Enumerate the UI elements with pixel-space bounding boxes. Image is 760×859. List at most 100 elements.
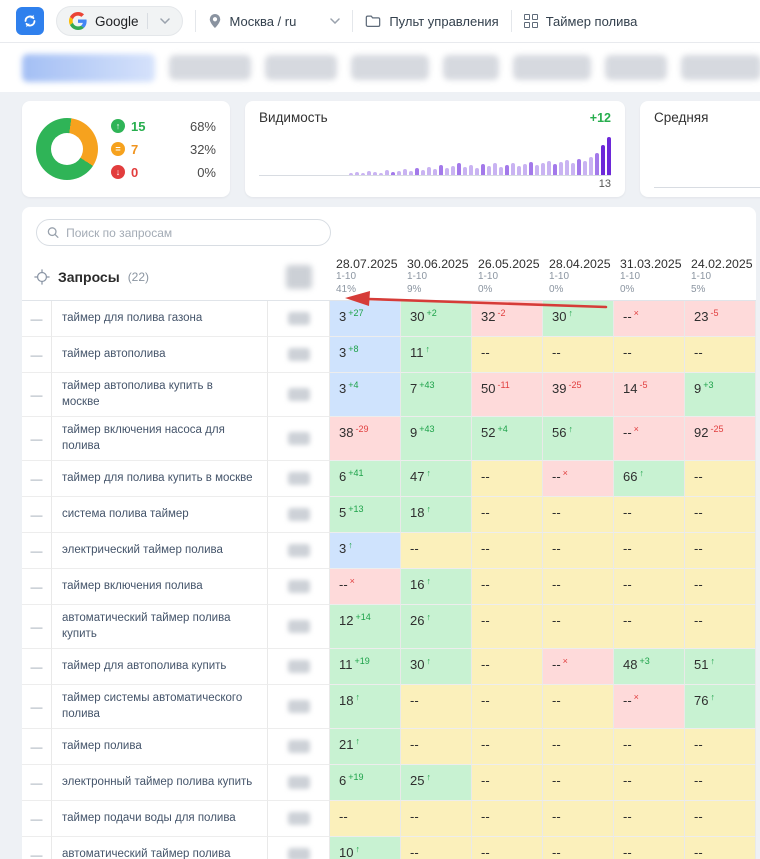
rank-cell[interactable]: 10 ↑ — [330, 837, 401, 859]
date-column-header[interactable]: 30.06.2025 1-10 9% — [401, 253, 472, 301]
query-cell[interactable]: таймер для полива газона — [52, 301, 268, 337]
rank-cell[interactable]: -- — [543, 765, 614, 802]
rank-cell[interactable]: -- — [472, 801, 543, 838]
row-drag-handle[interactable]: — — [22, 837, 52, 859]
rank-cell[interactable]: 14 -5 — [614, 373, 685, 418]
rank-cell[interactable]: 11 ↑ — [401, 337, 472, 373]
rank-cell[interactable]: -- — [472, 765, 543, 802]
rank-cell[interactable]: 3 +4 — [330, 373, 401, 418]
rank-cell[interactable]: -- — [614, 497, 685, 534]
rank-cell[interactable]: 32 -2 — [472, 301, 543, 337]
row-drag-handle[interactable]: — — [22, 373, 52, 418]
rank-cell[interactable]: -- — [614, 533, 685, 570]
rank-cell[interactable]: -- — [543, 801, 614, 838]
rank-cell[interactable]: 30 ↑ — [543, 301, 614, 337]
rank-cell[interactable]: 50 -11 — [472, 373, 543, 418]
project-selector[interactable]: Пульт управления — [365, 14, 499, 29]
blurred-filter-chip[interactable] — [681, 55, 760, 80]
rank-cell[interactable]: -- — [472, 497, 543, 534]
rank-cell[interactable]: -- — [543, 337, 614, 373]
rank-cell[interactable]: 5 +13 — [330, 497, 401, 534]
date-column-header[interactable]: 26.05.2025 1-10 0% — [472, 253, 543, 301]
rank-cell[interactable]: 18 ↑ — [401, 497, 472, 534]
rank-cell[interactable]: -- — [472, 569, 543, 606]
query-cell[interactable]: электрический таймер полива — [52, 533, 268, 570]
rank-cell[interactable]: -- — [685, 533, 756, 570]
blurred-filter-chip[interactable] — [443, 55, 499, 80]
rank-cell[interactable]: -- — [543, 497, 614, 534]
rank-cell[interactable]: -- — [614, 801, 685, 838]
rank-cell[interactable]: 52 +4 — [472, 417, 543, 462]
rank-cell[interactable]: 16 ↑ — [401, 569, 472, 606]
rank-cell[interactable]: 3 ↑ — [330, 533, 401, 570]
rank-cell[interactable]: -- — [472, 649, 543, 686]
row-drag-handle[interactable]: — — [22, 301, 52, 337]
rank-cell[interactable]: -- — [472, 685, 543, 730]
blurred-filter-chip[interactable] — [22, 53, 155, 82]
blurred-filter-chip[interactable] — [605, 55, 667, 80]
date-column-header[interactable]: 31.03.2025 1-10 0% — [614, 253, 685, 301]
rank-cell[interactable]: -- — [472, 729, 543, 766]
rank-cell[interactable]: 56 ↑ — [543, 417, 614, 462]
rank-cell[interactable]: 51 ↑ — [685, 649, 756, 686]
rank-cell[interactable]: -- — [614, 729, 685, 766]
rank-cell[interactable]: -- — [685, 337, 756, 373]
rank-cell[interactable]: 23 -5 — [685, 301, 756, 337]
rank-cell[interactable]: -- — [472, 605, 543, 650]
row-drag-handle[interactable]: — — [22, 337, 52, 373]
rank-cell[interactable]: -- — [401, 729, 472, 766]
rank-cell[interactable]: -- × — [614, 417, 685, 462]
row-drag-handle[interactable]: — — [22, 649, 52, 686]
rank-cell[interactable]: 30 ↑ — [401, 649, 472, 686]
query-cell[interactable]: таймер для автополива купить — [52, 649, 268, 686]
rank-cell[interactable]: 30 +2 — [401, 301, 472, 337]
date-column-header[interactable]: 28.07.2025 1-10 41% — [330, 253, 401, 301]
rank-cell[interactable]: -- — [685, 497, 756, 534]
search-input[interactable] — [66, 225, 320, 240]
rank-cell[interactable]: 66 ↑ — [614, 461, 685, 498]
rank-cell[interactable]: -- — [685, 729, 756, 766]
rank-cell[interactable]: 25 ↑ — [401, 765, 472, 802]
rank-cell[interactable]: 47 ↑ — [401, 461, 472, 498]
rank-cell[interactable]: -- × — [614, 301, 685, 337]
rank-cell[interactable]: -- — [472, 337, 543, 373]
rank-cell[interactable]: -- — [614, 605, 685, 650]
rank-cell[interactable]: -- × — [614, 685, 685, 730]
row-drag-handle[interactable]: — — [22, 729, 52, 766]
row-drag-handle[interactable]: — — [22, 605, 52, 650]
query-cell[interactable]: таймер системы автоматического полива — [52, 685, 268, 730]
rank-cell[interactable]: 3 +8 — [330, 337, 401, 373]
rank-cell[interactable]: -- — [472, 461, 543, 498]
rank-cell[interactable]: 48 +3 — [614, 649, 685, 686]
rank-cell[interactable]: -- — [685, 569, 756, 606]
row-drag-handle[interactable]: — — [22, 461, 52, 498]
rank-cell[interactable]: -- — [330, 801, 401, 838]
date-column-header[interactable]: 24.02.2025 1-10 5% — [685, 253, 756, 301]
rank-cell[interactable]: -- — [401, 801, 472, 838]
rank-cell[interactable]: 7 +43 — [401, 373, 472, 418]
search-engine-selector[interactable]: Google — [56, 6, 183, 36]
rank-cell[interactable]: -- — [472, 533, 543, 570]
row-drag-handle[interactable]: — — [22, 497, 52, 534]
rank-cell[interactable]: -- — [543, 837, 614, 859]
rank-cell[interactable]: -- — [685, 801, 756, 838]
rank-cell[interactable]: 38 -29 — [330, 417, 401, 462]
group-selector[interactable]: Таймер полива — [523, 14, 637, 29]
rank-cell[interactable]: -- — [401, 685, 472, 730]
blurred-filter-chip[interactable] — [351, 55, 429, 80]
row-drag-handle[interactable]: — — [22, 417, 52, 462]
rank-cell[interactable]: 6 +41 — [330, 461, 401, 498]
query-cell[interactable]: система полива таймер — [52, 497, 268, 534]
rank-cell[interactable]: 76 ↑ — [685, 685, 756, 730]
rank-cell[interactable]: -- — [543, 729, 614, 766]
rank-cell[interactable]: -- — [543, 685, 614, 730]
blurred-filter-chip[interactable] — [169, 55, 251, 80]
query-cell[interactable]: электронный таймер полива купить — [52, 765, 268, 802]
query-cell[interactable]: автоматический таймер полива — [52, 837, 268, 859]
rank-cell[interactable]: 3 +27 — [330, 301, 401, 337]
rank-cell[interactable]: -- — [614, 765, 685, 802]
rank-cell[interactable]: 6 +19 — [330, 765, 401, 802]
query-cell[interactable]: таймер автополива купить в москве — [52, 373, 268, 418]
rank-cell[interactable]: -- — [401, 837, 472, 859]
rank-cell[interactable]: 39 -25 — [543, 373, 614, 418]
